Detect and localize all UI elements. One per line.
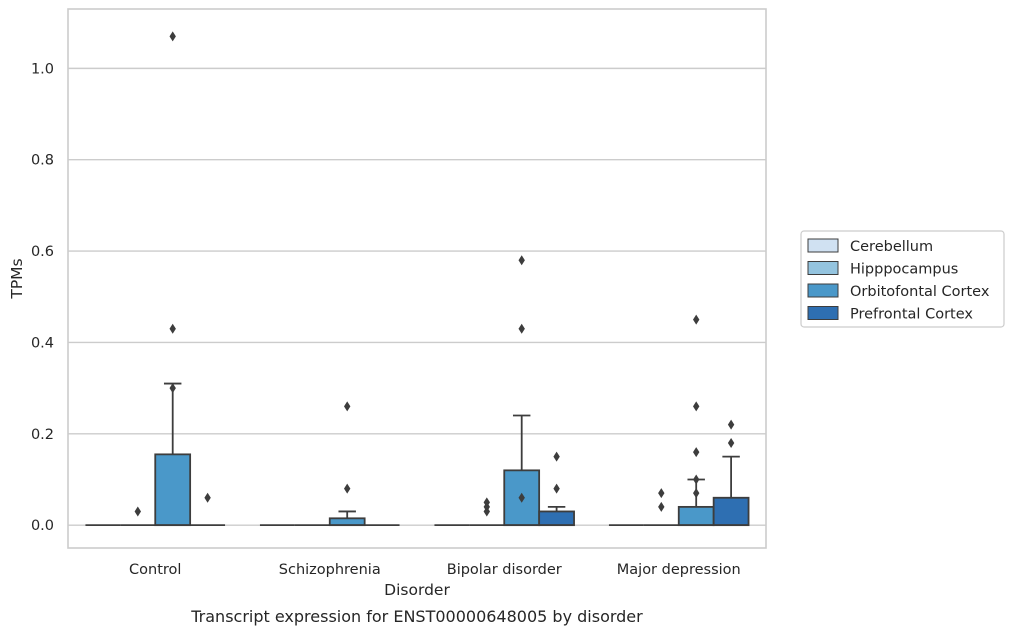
box-body bbox=[538, 510, 575, 527]
outlier-point bbox=[169, 31, 176, 42]
outlier-point bbox=[134, 506, 141, 517]
outlier-point bbox=[553, 483, 560, 494]
legend-swatch bbox=[807, 238, 839, 253]
outlier-point bbox=[204, 492, 211, 503]
legend-swatch bbox=[807, 306, 839, 320]
box-2-2 bbox=[503, 255, 541, 527]
outlier-point bbox=[693, 474, 700, 485]
box-body bbox=[712, 496, 750, 527]
outlier-point bbox=[518, 323, 525, 334]
legend-label: Cerebellum bbox=[850, 239, 933, 255]
y-tick-label: 0.2 bbox=[31, 427, 54, 443]
x-axis-ticks: Control Schizophrenia Bipolar disorder Majo… bbox=[129, 562, 741, 578]
figure-caption: Transcript expression for ENST0000064800… bbox=[190, 607, 643, 626]
x-axis-title: Disorder bbox=[384, 581, 450, 599]
legend-label: Hipppocampus bbox=[850, 262, 958, 278]
y-axis-title: TPMs bbox=[8, 258, 26, 299]
outlier-point bbox=[727, 437, 735, 448]
outlier-point bbox=[553, 451, 560, 462]
legend: Cerebellum Hipppocampus Orbitofontal Corte… bbox=[800, 230, 1005, 328]
legend-label: Orbitofontal Cortex bbox=[850, 284, 990, 300]
outlier-point bbox=[518, 492, 525, 503]
box-0-1 bbox=[120, 506, 156, 527]
box-2-3 bbox=[538, 451, 575, 527]
outlier-point bbox=[344, 483, 351, 494]
outlier-point bbox=[693, 314, 700, 325]
box-0-3 bbox=[190, 492, 226, 527]
outlier-point bbox=[693, 488, 700, 499]
box-body bbox=[154, 453, 192, 527]
y-tick-label: 1.0 bbox=[31, 61, 54, 77]
outlier-point bbox=[483, 497, 490, 508]
outlier-point bbox=[693, 401, 700, 412]
y-tick-label: 0.4 bbox=[31, 335, 54, 351]
box-3-1 bbox=[643, 488, 679, 527]
outlier-point bbox=[658, 488, 665, 499]
box-3-2 bbox=[677, 314, 715, 527]
box-3-3 bbox=[712, 419, 750, 527]
box-body bbox=[328, 517, 366, 527]
box-2-1 bbox=[469, 497, 505, 527]
outlier-point bbox=[693, 447, 700, 458]
outlier-point bbox=[344, 401, 351, 412]
box-plot-marks bbox=[85, 31, 750, 527]
x-tick-label: Control bbox=[129, 562, 181, 578]
legend-swatch bbox=[807, 283, 839, 298]
box-1-2 bbox=[328, 401, 366, 527]
outlier-point bbox=[518, 255, 525, 266]
outlier-point bbox=[727, 419, 735, 430]
legend-label: Prefrontal Cortex bbox=[850, 307, 973, 323]
y-axis-ticks: 0.0 0.2 0.4 0.6 0.8 1.0 bbox=[31, 61, 54, 534]
plot-area-frame bbox=[67, 8, 767, 549]
outlier-point bbox=[658, 501, 665, 512]
box-body bbox=[677, 505, 715, 527]
legend-frame bbox=[800, 230, 1005, 328]
legend-swatch bbox=[807, 261, 839, 275]
outlier-point bbox=[169, 323, 176, 334]
x-tick-label: Schizophrenia bbox=[279, 562, 381, 578]
x-tick-label: Major depression bbox=[617, 562, 741, 578]
outlier-point bbox=[169, 383, 176, 394]
y-tick-label: 0.6 bbox=[31, 244, 54, 260]
x-tick-label: Bipolar disorder bbox=[447, 562, 562, 578]
box-0-2 bbox=[154, 31, 192, 527]
y-tick-label: 0.0 bbox=[31, 518, 54, 534]
y-tick-label: 0.8 bbox=[31, 153, 54, 169]
